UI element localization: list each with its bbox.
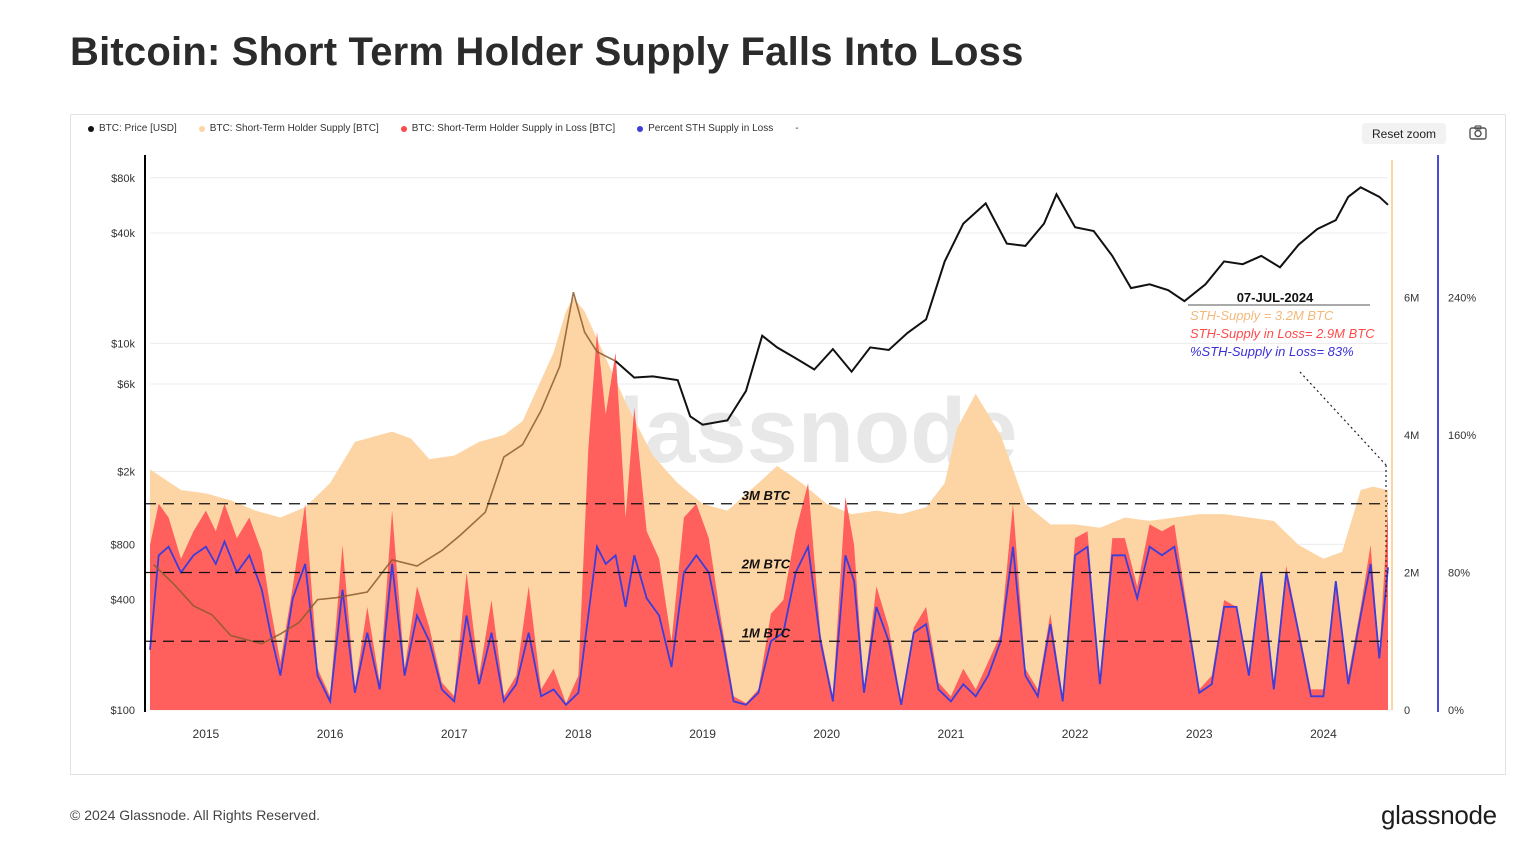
percent-loss-line — [149, 539, 1389, 707]
x-tick-label: 2015 — [193, 727, 220, 741]
percent-tick-label: 80% — [1448, 568, 1470, 580]
chart-legend: BTC: Price [USD] BTC: Short-Term Holder … — [88, 123, 799, 134]
x-tick-label: 2016 — [317, 727, 344, 741]
legend-label: Percent STH Supply in Loss — [648, 123, 774, 134]
footer-logo: glassnode — [1381, 800, 1497, 830]
legend-item-sth-supply[interactable]: BTC: Short-Term Holder Supply [BTC] — [198, 123, 379, 134]
percent-tick-label: 160% — [1448, 430, 1476, 442]
x-tick-label: 2019 — [689, 727, 716, 741]
price-tick-label: $6k — [117, 379, 135, 391]
legend-label: BTC: Short-Term Holder Supply in Loss [B… — [411, 123, 616, 134]
annotation-pointer — [1299, 371, 1387, 466]
x-tick-label: 2024 — [1310, 727, 1337, 741]
price-tick-label: $400 — [111, 595, 135, 607]
legend-item-price[interactable]: BTC: Price [USD] — [88, 123, 177, 134]
price-tick-label: $800 — [111, 539, 135, 551]
sth-loss-area — [150, 331, 1388, 710]
legend-dot-icon — [637, 125, 644, 132]
legend-dot-icon — [88, 125, 94, 132]
price-tick-label: $100 — [111, 705, 135, 717]
annotation-line: STH-Supply in Loss= 2.9M BTC — [1190, 326, 1375, 341]
legend-item-percent-loss[interactable]: Percent STH Supply in Loss — [637, 123, 773, 134]
x-tick-label: 2017 — [441, 727, 468, 741]
legend-label: - — [795, 123, 799, 134]
price-tick-label: $10k — [111, 338, 135, 350]
percent-tick-label: 0% — [1448, 705, 1464, 717]
camera-icon[interactable] — [1468, 124, 1488, 142]
price-tick-label: $80k — [111, 173, 135, 185]
legend-item-extra[interactable]: - — [795, 123, 798, 134]
footer-copyright: © 2024 Glassnode. All Rights Reserved. — [70, 807, 321, 823]
legend-label: BTC: Price [USD] — [99, 123, 177, 134]
percent-tick-label: 240% — [1448, 293, 1476, 305]
supply-tick-label: 0 — [1404, 705, 1410, 717]
reference-line-label: 1M BTC — [742, 625, 791, 640]
reference-line-label: 2M BTC — [741, 557, 791, 572]
price-tick-label: $40k — [111, 228, 135, 240]
reset-zoom-button[interactable]: Reset zoom — [1362, 123, 1446, 144]
supply-tick-label: 6M — [1404, 293, 1419, 305]
x-tick-label: 2023 — [1186, 727, 1213, 741]
reference-line-label: 3M BTC — [742, 488, 791, 503]
supply-tick-label: 2M — [1404, 568, 1419, 580]
price-line — [614, 186, 1389, 426]
legend-dot-icon — [198, 125, 205, 132]
supply-tick-label: 4M — [1404, 430, 1419, 442]
page-title: Bitcoin: Short Term Holder Supply Falls … — [70, 30, 1024, 74]
x-tick-label: 2021 — [938, 727, 965, 741]
legend-dot-icon — [400, 125, 407, 132]
legend-label: BTC: Short-Term Holder Supply [BTC] — [209, 123, 379, 134]
annotation-date: 07-JUL-2024 — [1237, 290, 1314, 305]
annotation-line: %STH-Supply in Loss= 83% — [1190, 344, 1354, 359]
price-line-early — [153, 291, 616, 645]
x-tick-label: 2020 — [813, 727, 840, 741]
x-tick-label: 2022 — [1062, 727, 1089, 741]
legend-item-sth-loss[interactable]: BTC: Short-Term Holder Supply in Loss [B… — [400, 123, 616, 134]
price-tick-label: $2k — [117, 466, 135, 478]
x-tick-label: 2018 — [565, 727, 592, 741]
annotation-line: STH-Supply = 3.2M BTC — [1190, 308, 1334, 323]
